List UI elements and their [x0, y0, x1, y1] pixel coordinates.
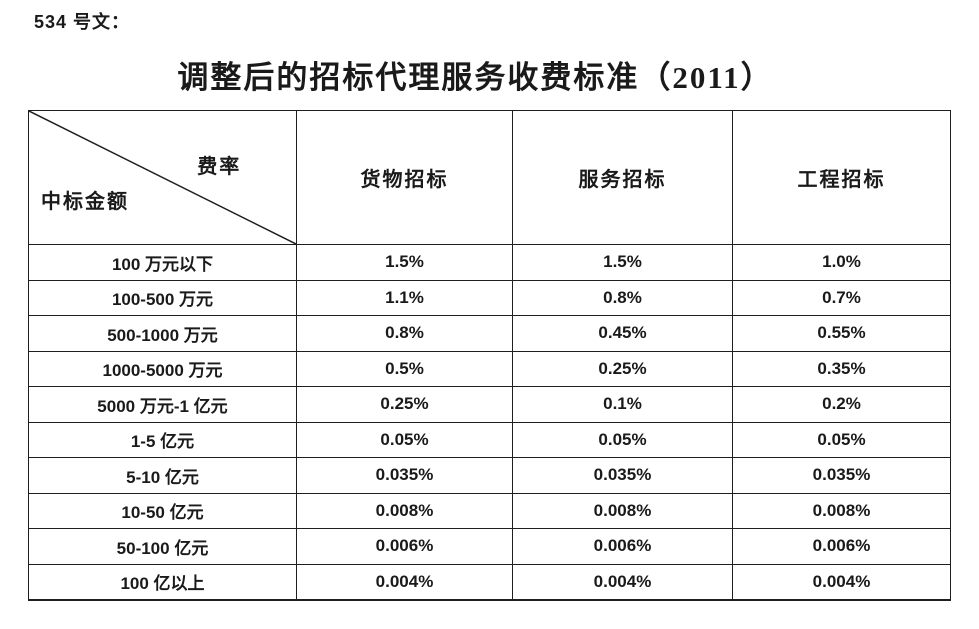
fee-value-goods: 0.008% — [296, 492, 513, 529]
fee-value-service: 0.45% — [512, 315, 733, 352]
row-label: 100-500 万元 — [28, 279, 297, 316]
fee-value-service: 0.006% — [512, 528, 733, 565]
table-row: 100 亿以上 0.004% 0.004% 0.004% — [28, 563, 951, 600]
fee-value-works: 0.7% — [732, 279, 951, 316]
corner-header-cell: 费率 中标金额 — [28, 110, 297, 245]
fee-value-service: 0.008% — [512, 492, 733, 529]
fee-value-works: 0.55% — [732, 315, 951, 352]
table-row: 1-5 亿元 0.05% 0.05% 0.05% — [28, 421, 951, 458]
row-label: 100 亿以上 — [28, 563, 297, 600]
row-label: 5-10 亿元 — [28, 457, 297, 494]
table-header-row: 费率 中标金额 货物招标 服务招标 工程招标 — [28, 110, 951, 245]
fee-value-service: 0.004% — [512, 563, 733, 600]
column-header-works: 工程招标 — [732, 110, 951, 245]
table-row: 1000-5000 万元 0.5% 0.25% 0.35% — [28, 350, 951, 387]
fee-value-service: 0.1% — [512, 386, 733, 423]
table-row: 100 万元以下 1.5% 1.5% 1.0% — [28, 244, 951, 281]
table-row: 100-500 万元 1.1% 0.8% 0.7% — [28, 279, 951, 316]
row-label: 100 万元以下 — [28, 244, 297, 281]
table-row: 5000 万元-1 亿元 0.25% 0.1% 0.2% — [28, 386, 951, 423]
fee-value-works: 0.006% — [732, 528, 951, 565]
doc-number-label: 534 号文： — [34, 12, 131, 32]
fee-value-works: 0.05% — [732, 421, 951, 458]
row-label: 1000-5000 万元 — [28, 350, 297, 387]
fee-value-service: 0.25% — [512, 350, 733, 387]
fee-value-goods: 0.006% — [296, 528, 513, 565]
table-row: 50-100 亿元 0.006% 0.006% 0.006% — [28, 528, 951, 565]
fee-rate-table: 费率 中标金额 货物招标 服务招标 工程招标 100 万元以下 1.5% 1.5… — [28, 110, 951, 601]
table-row: 500-1000 万元 0.8% 0.45% 0.55% — [28, 315, 951, 352]
fee-value-goods: 0.004% — [296, 563, 513, 600]
row-label: 10-50 亿元 — [28, 492, 297, 529]
fee-value-goods: 0.035% — [296, 457, 513, 494]
column-header-goods: 货物招标 — [296, 110, 513, 245]
row-label: 5000 万元-1 亿元 — [28, 386, 297, 423]
fee-value-service: 1.5% — [512, 244, 733, 281]
fee-value-works: 0.35% — [732, 350, 951, 387]
table-row: 5-10 亿元 0.035% 0.035% 0.035% — [28, 457, 951, 494]
corner-label-rate: 费率 — [197, 155, 242, 178]
fee-value-works: 1.0% — [732, 244, 951, 281]
fee-value-works: 0.008% — [732, 492, 951, 529]
fee-value-works: 0.004% — [732, 563, 951, 600]
fee-value-works: 0.035% — [732, 457, 951, 494]
corner-label-amount: 中标金额 — [41, 191, 129, 214]
fee-value-goods: 0.05% — [296, 421, 513, 458]
fee-value-goods: 1.5% — [296, 244, 513, 281]
row-label: 500-1000 万元 — [28, 315, 297, 352]
fee-value-works: 0.2% — [732, 386, 951, 423]
page-title: 调整后的招标代理服务收费标准（2011） — [177, 60, 774, 95]
fee-value-goods: 0.25% — [296, 386, 513, 423]
fee-value-goods: 0.5% — [296, 350, 513, 387]
row-label: 50-100 亿元 — [28, 528, 297, 565]
fee-value-goods: 0.8% — [296, 315, 513, 352]
fee-value-service: 0.035% — [512, 457, 733, 494]
row-label: 1-5 亿元 — [28, 421, 297, 458]
table-row: 10-50 亿元 0.008% 0.008% 0.008% — [28, 492, 951, 529]
diagonal-divider-line — [29, 111, 296, 244]
column-header-service: 服务招标 — [512, 110, 733, 245]
fee-value-service: 0.8% — [512, 279, 733, 316]
fee-value-goods: 1.1% — [296, 279, 513, 316]
fee-value-service: 0.05% — [512, 421, 733, 458]
